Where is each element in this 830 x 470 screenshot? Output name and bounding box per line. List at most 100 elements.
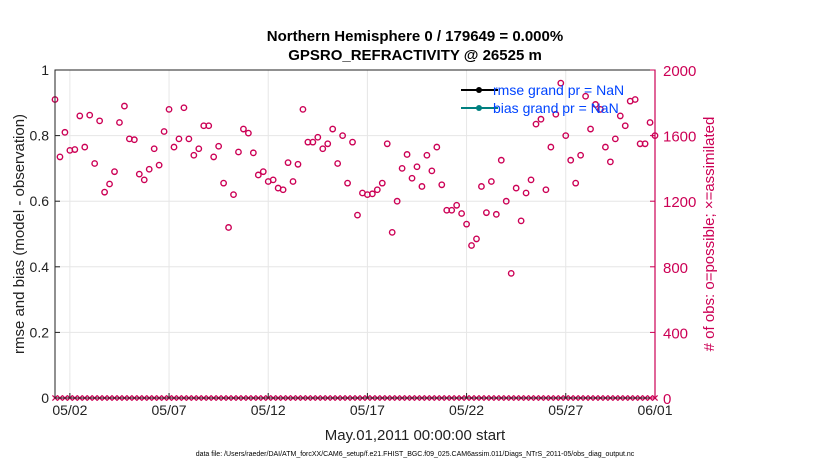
x-tick-label: 05/12 <box>251 402 286 418</box>
possible-obs-point <box>606 158 614 166</box>
possible-obs-point <box>235 148 242 156</box>
possible-obs-point <box>512 184 520 192</box>
possible-obs-point <box>418 183 426 190</box>
possible-obs-point <box>56 153 64 161</box>
possible-obs-point <box>527 176 535 184</box>
possible-obs-point <box>413 163 421 171</box>
possible-obs-point <box>61 128 69 136</box>
legend-label: rmse grand pr = NaN <box>493 82 624 98</box>
possible-obs-point <box>254 171 262 179</box>
possible-obs-point <box>319 145 327 153</box>
possible-obs-point <box>106 180 113 188</box>
possible-obs-point <box>116 119 123 126</box>
chart-subtitle: GPSRO_REFRACTIVITY @ 26525 m <box>288 47 542 64</box>
possible-obs-point <box>597 105 604 113</box>
possible-obs-point <box>339 132 347 140</box>
possible-obs-point <box>587 125 594 133</box>
possible-obs-point <box>269 176 277 184</box>
left-y-axis-label: rmse and bias (model - observation) <box>11 114 28 354</box>
possible-obs-point <box>324 140 332 148</box>
possible-obs-point <box>532 120 540 128</box>
possible-obs-point <box>562 132 570 140</box>
possible-obs-point <box>408 174 416 182</box>
x-tick-label: 05/22 <box>449 402 484 418</box>
possible-obs-point <box>478 183 485 190</box>
possible-obs-point <box>473 235 480 243</box>
possible-obs-point <box>502 197 510 205</box>
possible-obs-point <box>393 197 401 205</box>
possible-obs-point <box>344 179 351 187</box>
possible-obs-point <box>150 145 158 153</box>
possible-obs-point <box>170 143 178 151</box>
possible-obs-point <box>81 143 89 151</box>
possible-obs-point <box>240 125 247 133</box>
right-y-tick-label: 400 <box>663 325 688 342</box>
possible-obs-point <box>641 140 649 148</box>
possible-obs-point <box>487 178 495 185</box>
left-y-tick-label: 1 <box>41 62 49 78</box>
possible-obs-point <box>388 228 396 236</box>
possible-obs-point <box>205 122 213 130</box>
x-tick-label: 06/01 <box>637 402 672 418</box>
possible-obs-point <box>547 143 555 151</box>
possible-obs-point <box>428 167 436 175</box>
possible-obs-point <box>349 138 356 146</box>
left-y-tick-label: 0.6 <box>30 193 50 209</box>
possible-obs-point <box>378 179 386 187</box>
possible-obs-point <box>101 188 108 196</box>
possible-obs-point <box>71 146 79 153</box>
possible-obs-point <box>497 156 505 164</box>
possible-obs-point <box>453 201 461 209</box>
x-tick-label: 05/07 <box>152 402 187 418</box>
right-y-axis-label: # of obs: o=possible; ×=assimilated <box>701 117 718 352</box>
x-tick-label: 05/27 <box>548 402 583 418</box>
possible-obs-point <box>190 151 198 159</box>
possible-obs-point <box>160 128 168 135</box>
possible-obs-point <box>91 160 99 167</box>
possible-obs-point <box>552 110 560 118</box>
possible-obs-point <box>244 129 252 137</box>
left-y-axis-ticks: 0 0.2 0.4 0.6 0.8 1 <box>30 62 60 406</box>
possible-obs-point <box>299 105 307 113</box>
right-y-tick-label: 1200 <box>663 194 696 211</box>
possible-obs-point <box>329 125 337 133</box>
footnote: data file: /Users/raeder/DAI/ATM_forcXX/… <box>195 451 635 458</box>
possible-obs-point <box>309 138 317 146</box>
possible-obs-point <box>210 153 218 161</box>
x-axis-ticks: 05/02 05/07 05/12 05/17 05/22 05/27 06/01 <box>52 393 673 418</box>
possible-obs-point <box>621 122 629 130</box>
possible-obs-point <box>180 104 188 112</box>
x-tick-label: 05/17 <box>350 402 385 418</box>
x-tick-label: 05/02 <box>52 402 87 418</box>
possible-obs-point <box>458 210 466 217</box>
legend-marker <box>476 105 482 111</box>
possible-obs-point <box>259 168 267 176</box>
plot-frame <box>54 69 656 399</box>
possible-obs-point <box>611 135 619 143</box>
possible-obs-point <box>403 151 411 158</box>
possible-obs-point <box>483 209 490 217</box>
possible-obs-point <box>423 151 431 159</box>
possible-obs-point <box>121 102 128 110</box>
possible-obs-point <box>165 105 173 113</box>
left-y-tick-label: 0.8 <box>30 128 50 144</box>
possible-obs-point <box>185 135 193 143</box>
possible-obs-series <box>51 79 659 277</box>
possible-obs-point <box>289 178 297 185</box>
possible-obs-point <box>368 190 376 198</box>
right-y-tick-label: 2000 <box>663 63 696 80</box>
right-y-tick-label: 800 <box>663 260 688 277</box>
possible-obs-point <box>135 170 143 178</box>
possible-obs-point <box>225 224 232 231</box>
possible-obs-point <box>592 101 599 108</box>
possible-obs-point <box>195 145 203 153</box>
possible-obs-point <box>145 165 153 173</box>
possible-obs-point <box>398 164 406 172</box>
possible-obs-point <box>130 136 138 144</box>
possible-obs-point <box>492 210 500 218</box>
possible-obs-point <box>96 117 104 125</box>
possible-obs-point <box>602 143 609 151</box>
possible-obs-point <box>383 140 391 148</box>
possible-obs-point <box>468 242 475 249</box>
possible-obs-point <box>438 181 446 189</box>
